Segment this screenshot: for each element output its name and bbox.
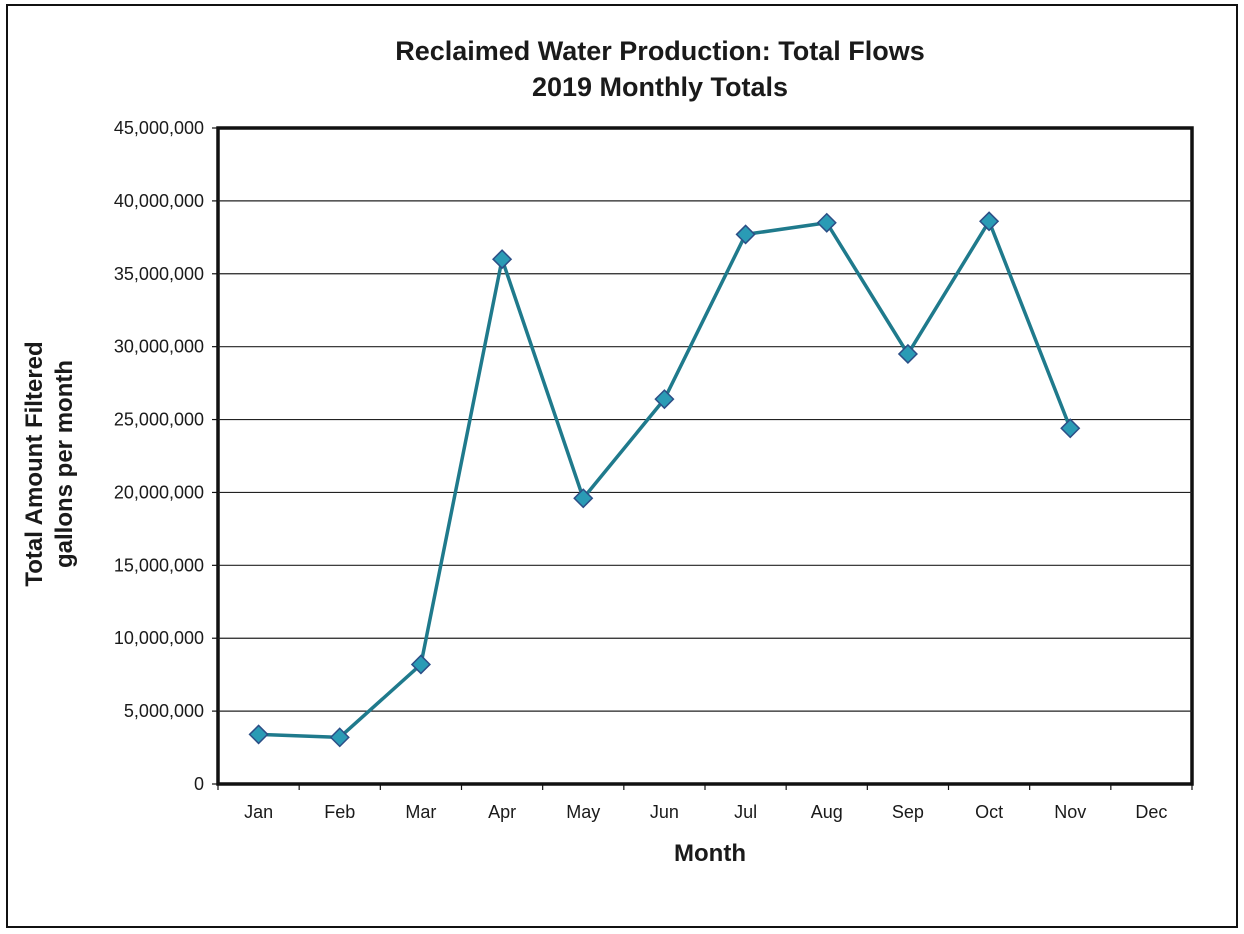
y-tick-label: 20,000,000 (114, 482, 204, 502)
x-tick-label: Dec (1135, 802, 1167, 822)
x-tick-label: Jul (734, 802, 757, 822)
data-point (329, 727, 350, 748)
gridlines (218, 200, 1192, 712)
data-point (248, 724, 269, 745)
y-tick-label: 35,000,000 (114, 264, 204, 284)
x-tick-label: May (566, 802, 600, 822)
x-tick-label: Nov (1054, 802, 1086, 822)
x-tick-label: Mar (405, 802, 436, 822)
data-point (654, 389, 675, 410)
data-point (735, 224, 756, 245)
chart-title: Reclaimed Water Production: Total Flows (395, 36, 925, 66)
data-point (1060, 418, 1081, 439)
y-tick-label: 10,000,000 (114, 628, 204, 648)
data-point (979, 211, 1000, 232)
y-tick-label: 30,000,000 (114, 337, 204, 357)
x-tick-label: Oct (975, 802, 1003, 822)
y-tick-label: 45,000,000 (114, 118, 204, 138)
data-point (897, 343, 918, 365)
data-point (573, 488, 594, 509)
y-axis-title-line-2: gallons per month (51, 360, 78, 568)
x-tick-label: Sep (892, 802, 924, 822)
x-tick-label: Jan (244, 802, 273, 822)
y-tick-label: 40,000,000 (114, 191, 204, 211)
x-tick-label: Aug (811, 802, 843, 822)
y-tick-label: 5,000,000 (124, 701, 204, 721)
x-tick-label: Apr (488, 802, 516, 822)
y-tick-label: 25,000,000 (114, 410, 204, 430)
x-tick-label: Jun (650, 802, 679, 822)
data-point (410, 654, 431, 675)
series-layer (248, 211, 1081, 748)
x-axis-ticks: Jan Feb Mar Apr May Jun Jul Aug Sep Oct Nov Dec (217, 784, 1193, 822)
data-point (492, 249, 513, 270)
x-axis-title: Month (674, 840, 746, 867)
data-point (816, 212, 837, 233)
chart-subtitle: 2019 Monthly Totals (532, 72, 788, 102)
y-tick-label: 15,000,000 (114, 555, 204, 575)
y-axis-title: Total Amount Filtered gallons per month (21, 341, 78, 586)
y-axis-title-line-1: Total Amount Filtered (21, 341, 48, 586)
plot-area (216, 126, 1194, 786)
x-tick-label: Feb (324, 802, 355, 822)
y-tick-label: 0 (194, 774, 204, 794)
y-axis-ticks: 0 5,000,000 10,000,000 15,000,000 20,000,000… (114, 118, 218, 794)
